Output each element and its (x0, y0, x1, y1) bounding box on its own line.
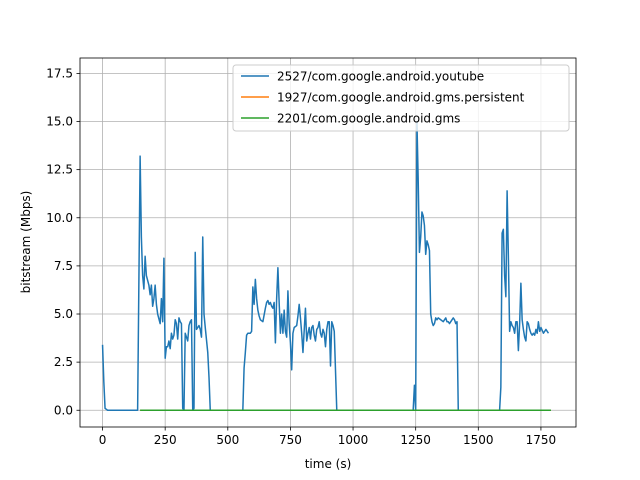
legend-label-2: 2201/com.google.android.gms (277, 112, 460, 126)
y-tick-label: 15.0 (46, 115, 73, 129)
legend-label-1: 1927/com.google.android.gms.persistent (277, 91, 525, 105)
y-tick-label: 0.0 (54, 403, 73, 417)
y-tick-label: 7.5 (54, 259, 73, 273)
y-axis-label: bitstream (Mbps) (19, 191, 33, 294)
legend: 2527/com.google.android.youtube 1927/com.… (232, 64, 570, 132)
y-tick-label: 10.0 (46, 211, 73, 225)
x-tick-label: 750 (279, 433, 302, 447)
y-tick-label: 12.5 (46, 163, 73, 177)
x-tick-label: 1500 (463, 433, 494, 447)
x-tick-label: 1750 (526, 433, 557, 447)
y-tick-label: 5.0 (54, 307, 73, 321)
x-tick-label: 1250 (400, 433, 431, 447)
x-axis-label: time (s) (305, 457, 352, 471)
x-axis: 0 250 500 750 1000 1250 1500 1750 (99, 427, 556, 447)
legend-label-0: 2527/com.google.android.youtube (277, 70, 484, 84)
x-tick-label: 500 (216, 433, 239, 447)
y-axis: 0.0 2.5 5.0 7.5 10.0 12.5 15.0 17.5 (46, 66, 80, 417)
y-tick-label: 17.5 (46, 66, 73, 80)
plot-frame (79, 57, 577, 428)
legend-box (232, 64, 570, 132)
series-layer (101, 120, 551, 411)
x-tick-label: 250 (154, 433, 177, 447)
y-tick-label: 2.5 (54, 355, 73, 369)
series-line-0 (101, 120, 550, 411)
x-tick-label: 1000 (338, 433, 369, 447)
x-tick-label: 0 (99, 433, 107, 447)
